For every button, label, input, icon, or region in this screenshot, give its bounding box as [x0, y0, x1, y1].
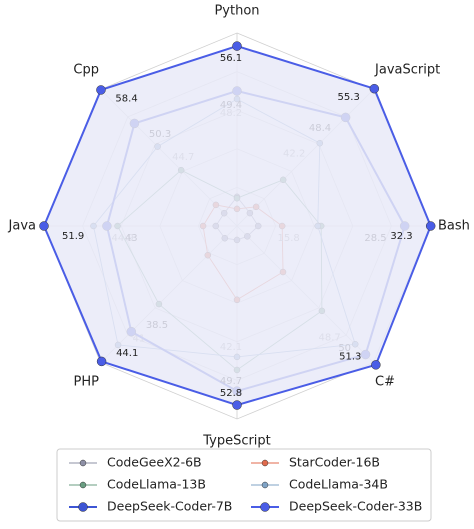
- data-label: 52.8: [220, 388, 242, 399]
- legend-marker: [78, 502, 88, 512]
- legend-label: StarCoder-16B: [289, 455, 380, 470]
- legend-box: [56, 448, 432, 522]
- legend-label: CodeLlama-34B: [289, 477, 388, 492]
- legend-marker: [260, 502, 270, 512]
- data-point: [96, 356, 107, 367]
- axis-label: Java: [8, 219, 36, 234]
- data-point: [232, 400, 242, 410]
- data-point: [232, 41, 242, 51]
- series-line: [42, 45, 432, 407]
- legend-marker: [261, 459, 269, 467]
- legend-marker: [79, 481, 87, 489]
- data-label: 32.3: [390, 231, 412, 242]
- axis-label: C#: [375, 375, 395, 390]
- data-label: 51.3: [339, 351, 361, 362]
- data-point: [96, 85, 106, 95]
- axis-label: PHP: [74, 375, 100, 390]
- data-label: 44.1: [116, 348, 138, 359]
- data-label: 55.3: [338, 92, 360, 103]
- legend-label: CodeLlama-13B: [107, 477, 206, 492]
- axis-label: Cpp: [73, 62, 99, 77]
- legend-label: DeepSeek-Coder-33B: [289, 499, 422, 514]
- axis-label: Python: [214, 4, 259, 19]
- axis-label: Bash: [438, 219, 470, 234]
- legend-label: CodeGeeX2-6B: [107, 455, 202, 470]
- data-label: 51.9: [62, 231, 84, 242]
- data-point: [371, 360, 381, 370]
- data-point: [369, 83, 380, 94]
- data-point: [425, 221, 436, 231]
- data-label: 58.4: [115, 93, 137, 104]
- axis-label: JavaScript: [374, 62, 440, 77]
- legend-label: DeepSeek-Coder-7B: [107, 499, 232, 514]
- legend-marker: [261, 481, 269, 489]
- data-label: 56.1: [220, 53, 242, 64]
- data-point: [39, 221, 49, 231]
- legend-marker: [79, 459, 87, 467]
- axis-label: TypeScript: [202, 434, 271, 449]
